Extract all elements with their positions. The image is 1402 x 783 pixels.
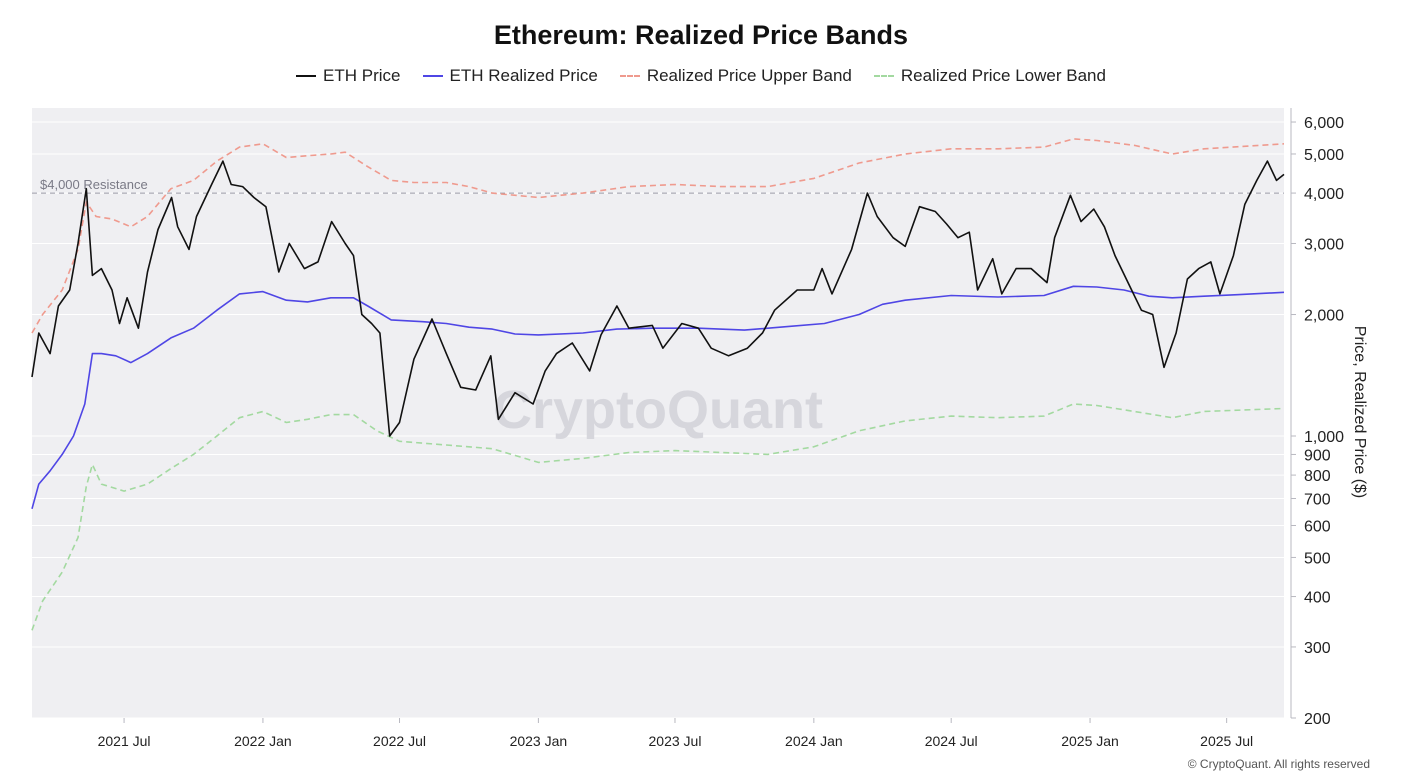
legend: ETH Price ETH Realized Price Realized Pr… [0,66,1402,86]
x-tick-label: 2024 Jul [925,733,978,749]
y-tick-label: 300 [1304,640,1331,657]
x-tick-label: 2023 Jan [510,733,568,749]
y-tick-label: 5,000 [1304,147,1344,164]
legend-swatch-realized-price [422,75,443,77]
x-axis-ticks: 2021 Jul 2022 Jan 2022 Jul 2023 Jan 2023 Jul… [98,718,1253,749]
legend-item-realized-price[interactable]: ETH Realized Price [422,66,598,86]
y-tick-label: 200 [1304,711,1331,728]
y-tick-label: 800 [1304,468,1331,485]
legend-label-realized-price: ETH Realized Price [449,66,598,85]
lower-band-line[interactable] [31,403,1285,631]
y-tick-label: 3,000 [1304,236,1344,253]
grid-layer [32,121,1284,719]
x-tick-label: 2025 Jul [1200,733,1253,749]
y-tick-label: 600 [1304,518,1331,535]
legend-item-lower-band[interactable]: Realized Price Lower Band [873,66,1106,86]
x-tick-label: 2023 Jul [649,733,702,749]
legend-label-upper-band: Realized Price Upper Band [646,66,852,85]
legend-label-lower-band: Realized Price Lower Band [900,66,1106,85]
legend-label-eth-price: ETH Price [323,66,401,85]
x-tick-label: 2021 Jul [98,733,151,749]
realized-price-line[interactable] [31,285,1285,510]
annotation-layer: $4,000 Resistance [32,177,1284,194]
upper-band-line[interactable] [31,138,1285,334]
legend-item-upper-band[interactable]: Realized Price Upper Band [619,66,852,86]
y-tick-label: 2,000 [1304,308,1344,325]
y-tick-label: 6,000 [1304,115,1344,132]
y-tick-label: 400 [1304,590,1331,607]
x-tick-label: 2025 Jan [1061,733,1119,749]
x-tick-label: 2022 Jan [234,733,292,749]
resistance-label: $4,000 Resistance [40,177,148,192]
y-tick-label: 500 [1304,550,1331,567]
legend-swatch-eth-price [296,75,317,77]
chart-title: Ethereum: Realized Price Bands [493,20,909,50]
series-layer [31,138,1285,631]
x-tick-label: 2022 Jul [373,733,426,749]
y-tick-label: 900 [1304,447,1331,464]
y-tick-label: 4,000 [1304,186,1344,203]
legend-swatch-lower-band [873,75,894,77]
y-tick-label: 1,000 [1304,429,1344,446]
eth-price-line[interactable] [31,160,1285,437]
x-tick-label: 2024 Jan [785,733,843,749]
watermark-logo: CryptoQuant [493,380,823,440]
y-axis-label: Price, Realized Price ($) [1351,326,1368,499]
legend-item-eth-price[interactable]: ETH Price [296,66,401,86]
legend-swatch-upper-band [619,75,640,77]
copyright-notice: © CryptoQuant. All rights reserved [1187,757,1370,771]
y-tick-label: 700 [1304,491,1331,508]
